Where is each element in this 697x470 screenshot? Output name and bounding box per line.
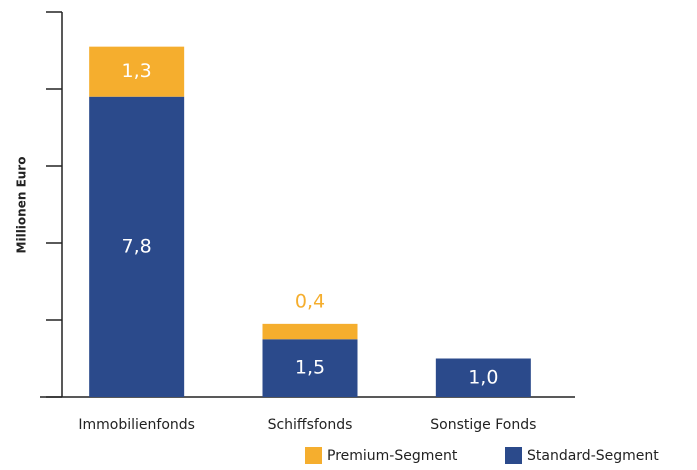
bar-segment bbox=[262, 339, 358, 397]
data-label: 7,8 bbox=[122, 235, 152, 257]
legend-label: Premium-Segment bbox=[327, 448, 458, 464]
x-tick-label: Sonstige Fonds bbox=[430, 417, 536, 433]
data-label: 1,0 bbox=[468, 366, 498, 388]
bar-segment bbox=[89, 46, 185, 97]
y-axis-label: Millionen Euro bbox=[15, 157, 29, 254]
bar-segment bbox=[262, 323, 358, 340]
legend-swatch bbox=[305, 447, 322, 464]
legend-swatch bbox=[505, 447, 522, 464]
x-tick-label: Schiffsfonds bbox=[268, 417, 353, 433]
bar-segment bbox=[89, 96, 185, 397]
data-label: 0,4 bbox=[295, 290, 325, 312]
data-label: 1,5 bbox=[295, 357, 325, 379]
legend-label: Standard-Segment bbox=[527, 448, 659, 464]
x-tick-label: Immobilienfonds bbox=[78, 417, 195, 433]
bar-segment bbox=[435, 358, 531, 397]
data-label: 1,3 bbox=[122, 60, 152, 82]
